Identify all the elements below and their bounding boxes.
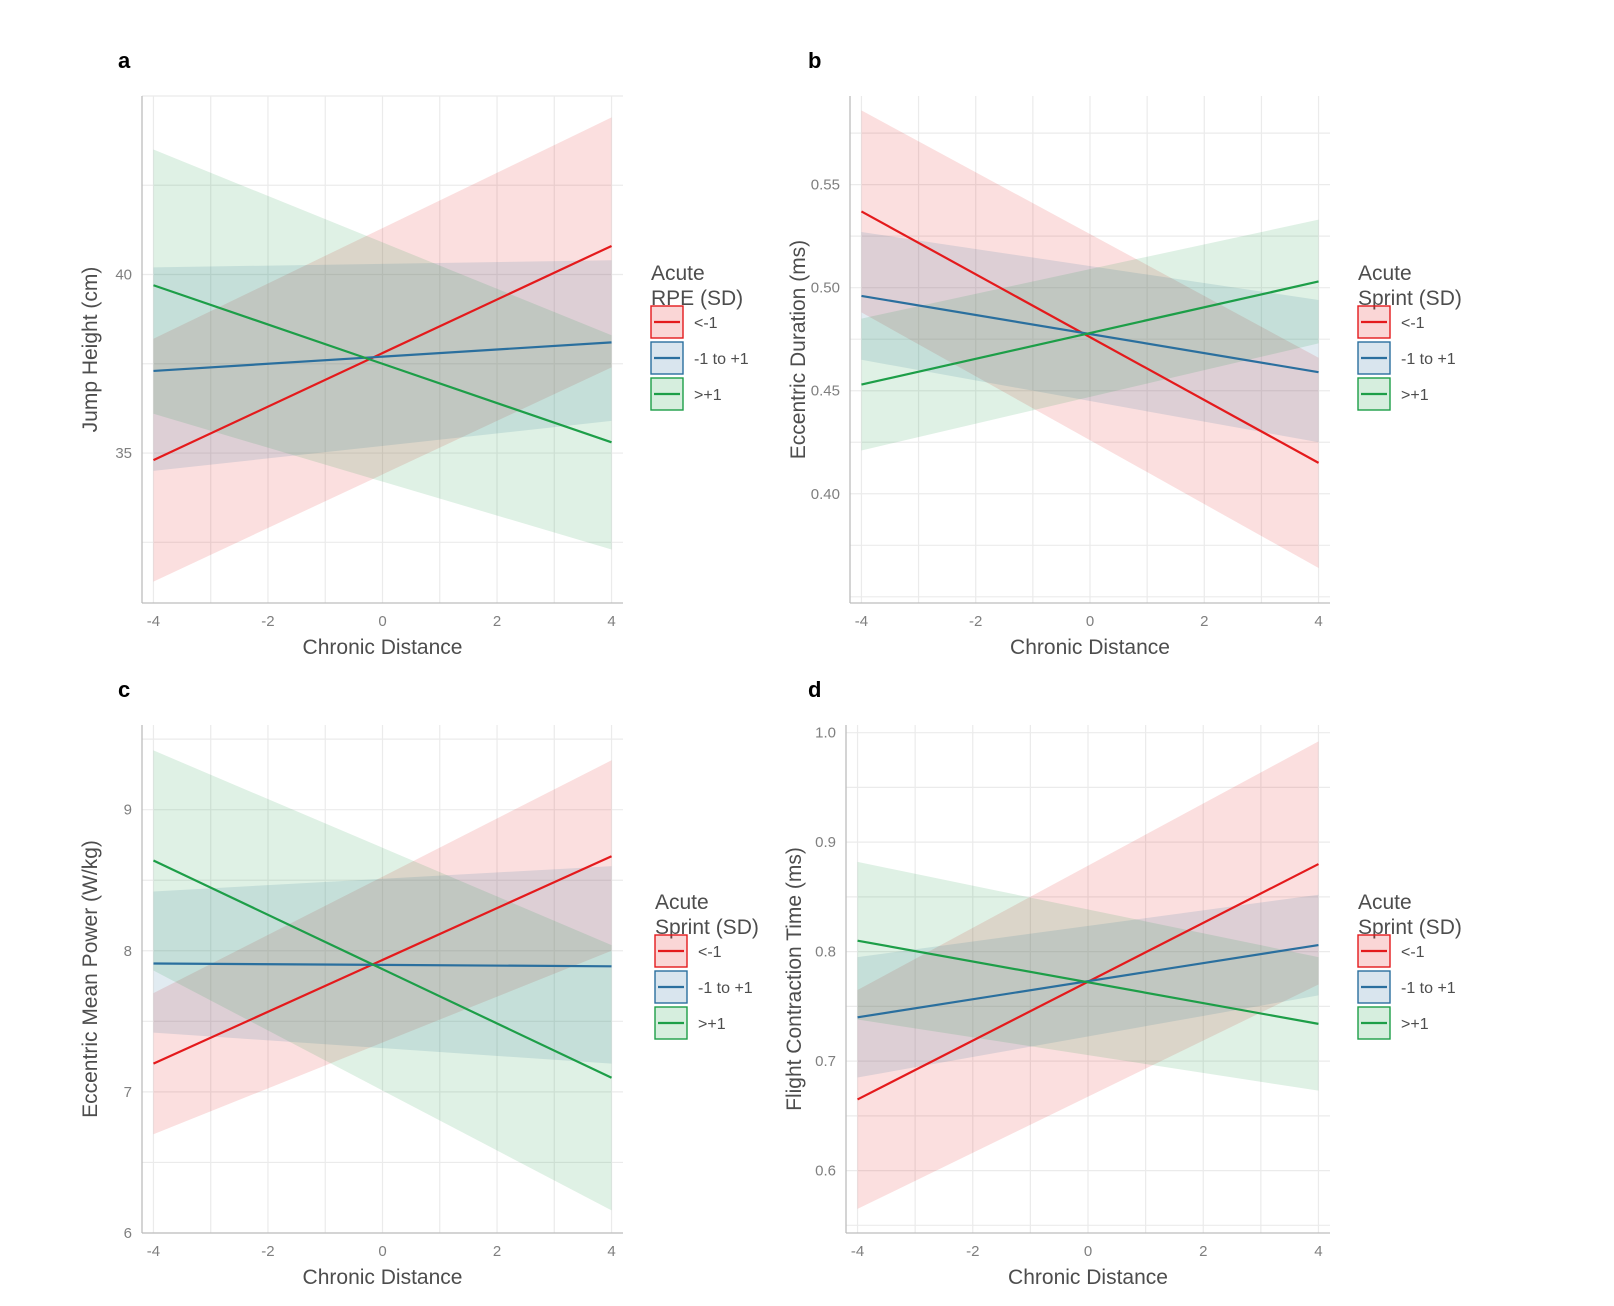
series-line-green	[857, 939, 1319, 1025]
series-line-green	[861, 280, 1319, 386]
x-tick-label: -2	[261, 1243, 274, 1260]
panel-d: d -4 -2 0 2 4 0.6 0.7 0.8 0.9 1.0 Chronic Distance F…	[783, 677, 1462, 1289]
y-tick-label: 7	[124, 1084, 132, 1101]
series-line-blue	[153, 962, 612, 968]
x-tick-label: -2	[969, 613, 982, 630]
x-tick-label: 4	[1314, 613, 1322, 630]
ci-band-red	[861, 110, 1319, 568]
gridlines	[850, 96, 1330, 603]
legend-title: Sprint (SD)	[1358, 916, 1462, 939]
panel-label: b	[808, 48, 821, 73]
ci-band-green	[153, 149, 612, 550]
gridlines	[142, 95, 623, 603]
ci-band-red	[153, 117, 612, 582]
legend-title: Acute	[1358, 891, 1412, 914]
legend-label: >+1	[1401, 1016, 1429, 1033]
ci-band-blue	[153, 260, 612, 471]
x-tick-label: -2	[261, 613, 274, 630]
panel-label: a	[118, 48, 131, 73]
x-tick-label: 2	[1199, 1243, 1207, 1260]
ci-band-green	[857, 861, 1319, 1091]
legend-label: <-1	[698, 944, 722, 961]
x-axis-title: Chronic Distance	[303, 636, 463, 659]
ci-band-red	[153, 760, 612, 1135]
x-tick-label: -4	[147, 1243, 160, 1260]
legend-label: <-1	[694, 315, 718, 332]
x-axis-title: Chronic Distance	[303, 1266, 463, 1289]
legend-label: >+1	[698, 1016, 726, 1033]
y-tick-label: 0.8	[815, 944, 836, 961]
y-tick-label: 8	[124, 943, 132, 960]
legend-label: >+1	[694, 387, 722, 404]
y-tick-label: 9	[124, 802, 132, 819]
legend-label: -1 to +1	[698, 980, 753, 997]
legend-title: RPE (SD)	[651, 287, 743, 310]
x-tick-label: 2	[493, 1243, 501, 1260]
legend-label: -1 to +1	[1401, 980, 1456, 997]
panel-label: d	[808, 677, 821, 702]
panel-c: c -4 -2 0 2 4 6 7 8 9 Chronic Distance Eccentric Me…	[79, 677, 759, 1289]
series-line-red	[152, 855, 613, 1065]
x-tick-label: -4	[147, 613, 160, 630]
y-tick-label: 6	[124, 1225, 132, 1242]
x-tick-label: 4	[607, 613, 615, 630]
x-tick-label: 2	[1200, 613, 1208, 630]
x-tick-label: 0	[1084, 1243, 1092, 1260]
legend-label: <-1	[1401, 315, 1425, 332]
series-line-green	[152, 859, 613, 1079]
y-axis-title: Flight Contraction Time (ms)	[783, 847, 806, 1111]
legend-label: <-1	[1401, 944, 1425, 961]
y-tick-label: 35	[115, 445, 132, 462]
gridlines	[142, 725, 623, 1234]
x-tick-label: 4	[607, 1243, 615, 1260]
x-tick-label: 0	[1086, 613, 1094, 630]
y-tick-label: 0.55	[811, 177, 840, 194]
series-line-red	[152, 244, 613, 462]
legend-label: -1 to +1	[1401, 351, 1456, 368]
panel-label: c	[118, 677, 130, 702]
ci-band-green	[153, 750, 612, 1211]
y-tick-label: 0.9	[815, 834, 836, 851]
x-tick-label: -2	[966, 1243, 979, 1260]
y-tick-label: 0.50	[811, 280, 840, 297]
y-axis-title: Eccentric Mean Power (W/kg)	[79, 840, 102, 1118]
y-tick-label: 0.40	[811, 486, 840, 503]
legend-title: Sprint (SD)	[1358, 287, 1462, 310]
legend-title: Acute	[655, 891, 709, 914]
legend-label: >+1	[1401, 387, 1429, 404]
legend-title: Acute	[651, 262, 705, 285]
y-tick-label: 0.7	[815, 1053, 836, 1070]
ci-band-blue	[857, 894, 1319, 1078]
y-axis-title: Eccentric Duration (ms)	[787, 240, 810, 459]
legend-title: Sprint (SD)	[655, 916, 759, 939]
x-tick-label: 0	[378, 1243, 386, 1260]
x-axis-title: Chronic Distance	[1010, 636, 1170, 659]
y-tick-label: 1.0	[815, 725, 836, 742]
x-tick-label: -4	[855, 613, 868, 630]
legend-title: Acute	[1358, 262, 1412, 285]
y-tick-label: 0.45	[811, 383, 840, 400]
ci-band-red	[857, 741, 1319, 1209]
x-tick-label: 2	[493, 613, 501, 630]
panel-b: b -4 -2 0 2 4 0.40 0.45 0.50 0.55 Chronic Distance…	[787, 48, 1462, 659]
x-tick-label: 0	[378, 613, 386, 630]
x-axis-title: Chronic Distance	[1008, 1266, 1168, 1289]
y-axis-title: Jump Height (cm)	[79, 267, 102, 433]
legend-label: -1 to +1	[694, 351, 749, 368]
y-tick-label: 0.6	[815, 1163, 836, 1180]
x-tick-label: 4	[1314, 1243, 1322, 1260]
panel-a: a -4 -2 0 2 4 35 40 Chronic Distance Jump Height …	[79, 48, 749, 659]
series-line-green	[153, 284, 612, 444]
y-tick-label: 40	[115, 267, 132, 284]
series-line-blue	[153, 341, 612, 373]
series-line-red	[860, 210, 1320, 464]
gridlines	[846, 725, 1330, 1233]
x-tick-label: -4	[851, 1243, 864, 1260]
